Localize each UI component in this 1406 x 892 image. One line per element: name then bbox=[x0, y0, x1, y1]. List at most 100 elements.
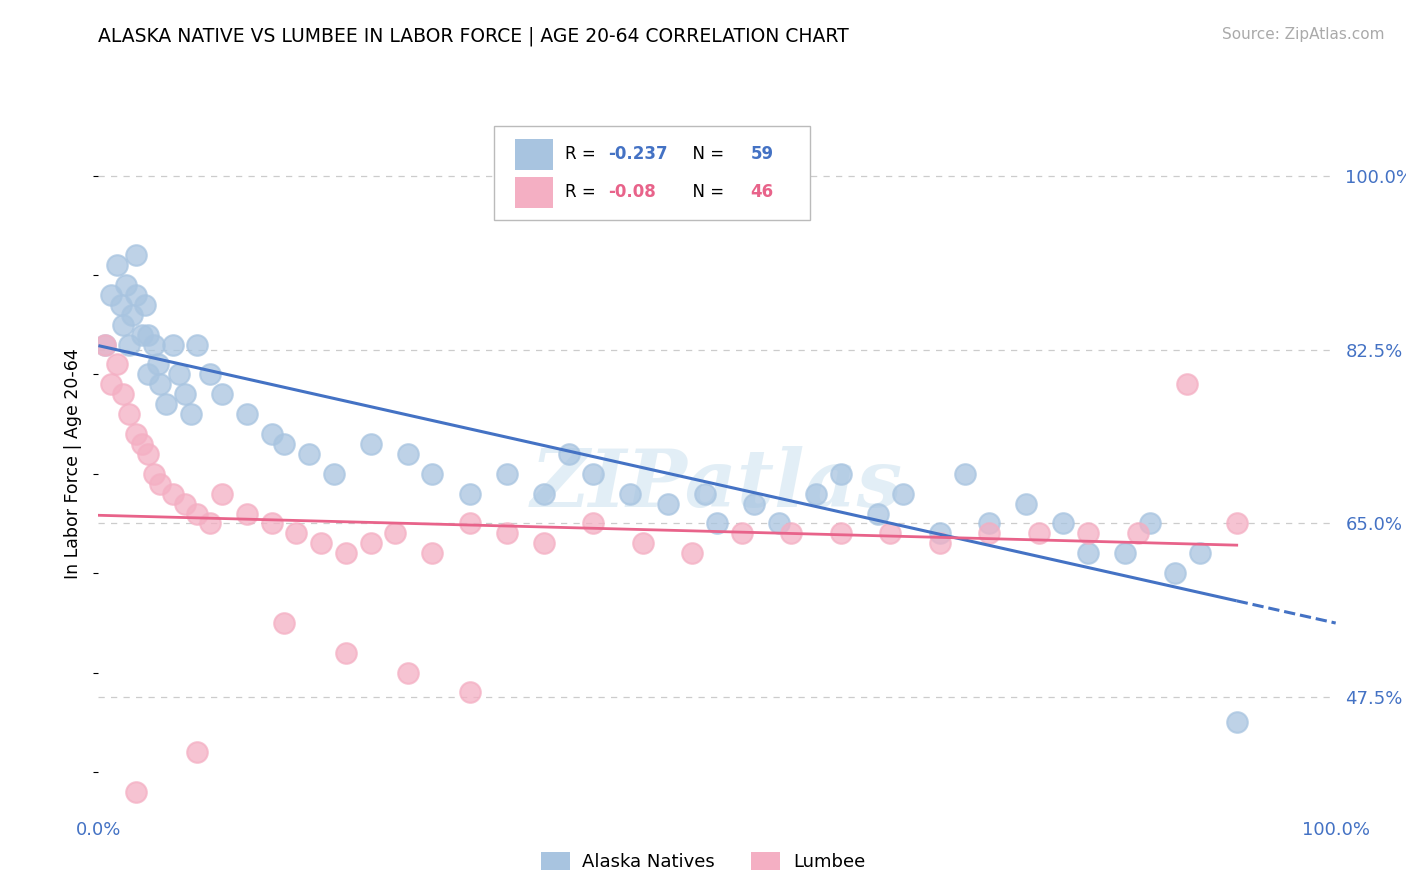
Point bbox=[155, 397, 177, 411]
Point bbox=[105, 358, 128, 372]
Text: N =: N = bbox=[682, 145, 730, 163]
Point bbox=[1052, 516, 1074, 531]
Point bbox=[143, 467, 166, 481]
Point bbox=[1226, 715, 1249, 730]
Point bbox=[285, 526, 308, 541]
Point bbox=[731, 526, 754, 541]
Point bbox=[458, 486, 481, 500]
Point bbox=[186, 507, 208, 521]
Point bbox=[458, 516, 481, 531]
Point bbox=[830, 526, 852, 541]
Point bbox=[309, 536, 332, 550]
Point bbox=[495, 526, 517, 541]
Point bbox=[105, 258, 128, 272]
Point bbox=[174, 387, 197, 401]
Point bbox=[1114, 546, 1136, 560]
Point bbox=[619, 486, 641, 500]
Point bbox=[186, 337, 208, 351]
Point bbox=[118, 407, 141, 421]
Text: 59: 59 bbox=[751, 145, 773, 163]
Point bbox=[1028, 526, 1050, 541]
Point bbox=[149, 377, 172, 392]
Point bbox=[162, 486, 184, 500]
FancyBboxPatch shape bbox=[495, 127, 810, 220]
Point bbox=[124, 248, 146, 262]
Point bbox=[211, 486, 233, 500]
Point bbox=[136, 447, 159, 461]
Point bbox=[1015, 497, 1038, 511]
Point bbox=[582, 516, 605, 531]
Point bbox=[260, 427, 283, 442]
Point bbox=[360, 437, 382, 451]
Text: ALASKA NATIVE VS LUMBEE IN LABOR FORCE | AGE 20-64 CORRELATION CHART: ALASKA NATIVE VS LUMBEE IN LABOR FORCE |… bbox=[98, 27, 849, 46]
Point bbox=[396, 447, 419, 461]
Point bbox=[146, 358, 169, 372]
Point bbox=[1164, 566, 1187, 581]
Point bbox=[273, 615, 295, 630]
Point bbox=[657, 497, 679, 511]
Point bbox=[1126, 526, 1149, 541]
Text: N =: N = bbox=[682, 184, 730, 202]
Point bbox=[335, 546, 357, 560]
Point bbox=[124, 785, 146, 799]
Point bbox=[114, 277, 136, 292]
Point bbox=[631, 536, 654, 550]
Point bbox=[124, 288, 146, 302]
Point bbox=[136, 327, 159, 342]
Point bbox=[121, 308, 143, 322]
Text: ZIPatlas: ZIPatlas bbox=[531, 446, 903, 524]
Point bbox=[149, 476, 172, 491]
Point bbox=[335, 646, 357, 660]
Point bbox=[211, 387, 233, 401]
Point bbox=[186, 745, 208, 759]
Point bbox=[928, 526, 950, 541]
Point bbox=[706, 516, 728, 531]
Point bbox=[1077, 526, 1099, 541]
Point bbox=[236, 407, 259, 421]
FancyBboxPatch shape bbox=[516, 138, 553, 169]
Point bbox=[557, 447, 579, 461]
Point bbox=[582, 467, 605, 481]
Point bbox=[533, 486, 555, 500]
Legend: Alaska Natives, Lumbee: Alaska Natives, Lumbee bbox=[534, 846, 872, 879]
Point bbox=[780, 526, 803, 541]
Point bbox=[198, 516, 221, 531]
Point bbox=[112, 318, 135, 332]
Point bbox=[143, 337, 166, 351]
Point bbox=[100, 377, 122, 392]
Point bbox=[830, 467, 852, 481]
Text: R =: R = bbox=[565, 184, 600, 202]
Point bbox=[979, 526, 1001, 541]
Text: 46: 46 bbox=[751, 184, 773, 202]
Point bbox=[422, 467, 444, 481]
Point bbox=[979, 516, 1001, 531]
Point bbox=[360, 536, 382, 550]
Point bbox=[458, 685, 481, 699]
Point bbox=[384, 526, 406, 541]
Point bbox=[131, 437, 153, 451]
Point bbox=[396, 665, 419, 680]
Point bbox=[693, 486, 716, 500]
Point bbox=[260, 516, 283, 531]
Point bbox=[134, 298, 156, 312]
Point bbox=[1188, 546, 1211, 560]
Y-axis label: In Labor Force | Age 20-64: In Labor Force | Age 20-64 bbox=[65, 349, 83, 579]
FancyBboxPatch shape bbox=[516, 177, 553, 208]
Point bbox=[131, 327, 153, 342]
Point bbox=[93, 337, 115, 351]
Point bbox=[1077, 546, 1099, 560]
Point bbox=[495, 467, 517, 481]
Point bbox=[93, 337, 115, 351]
Point bbox=[118, 337, 141, 351]
Point bbox=[198, 368, 221, 382]
Point bbox=[879, 526, 901, 541]
Point bbox=[298, 447, 321, 461]
Point bbox=[953, 467, 976, 481]
Text: R =: R = bbox=[565, 145, 600, 163]
Point bbox=[422, 546, 444, 560]
Point bbox=[236, 507, 259, 521]
Point bbox=[322, 467, 344, 481]
Point bbox=[180, 407, 202, 421]
Text: -0.08: -0.08 bbox=[609, 184, 657, 202]
Point bbox=[273, 437, 295, 451]
